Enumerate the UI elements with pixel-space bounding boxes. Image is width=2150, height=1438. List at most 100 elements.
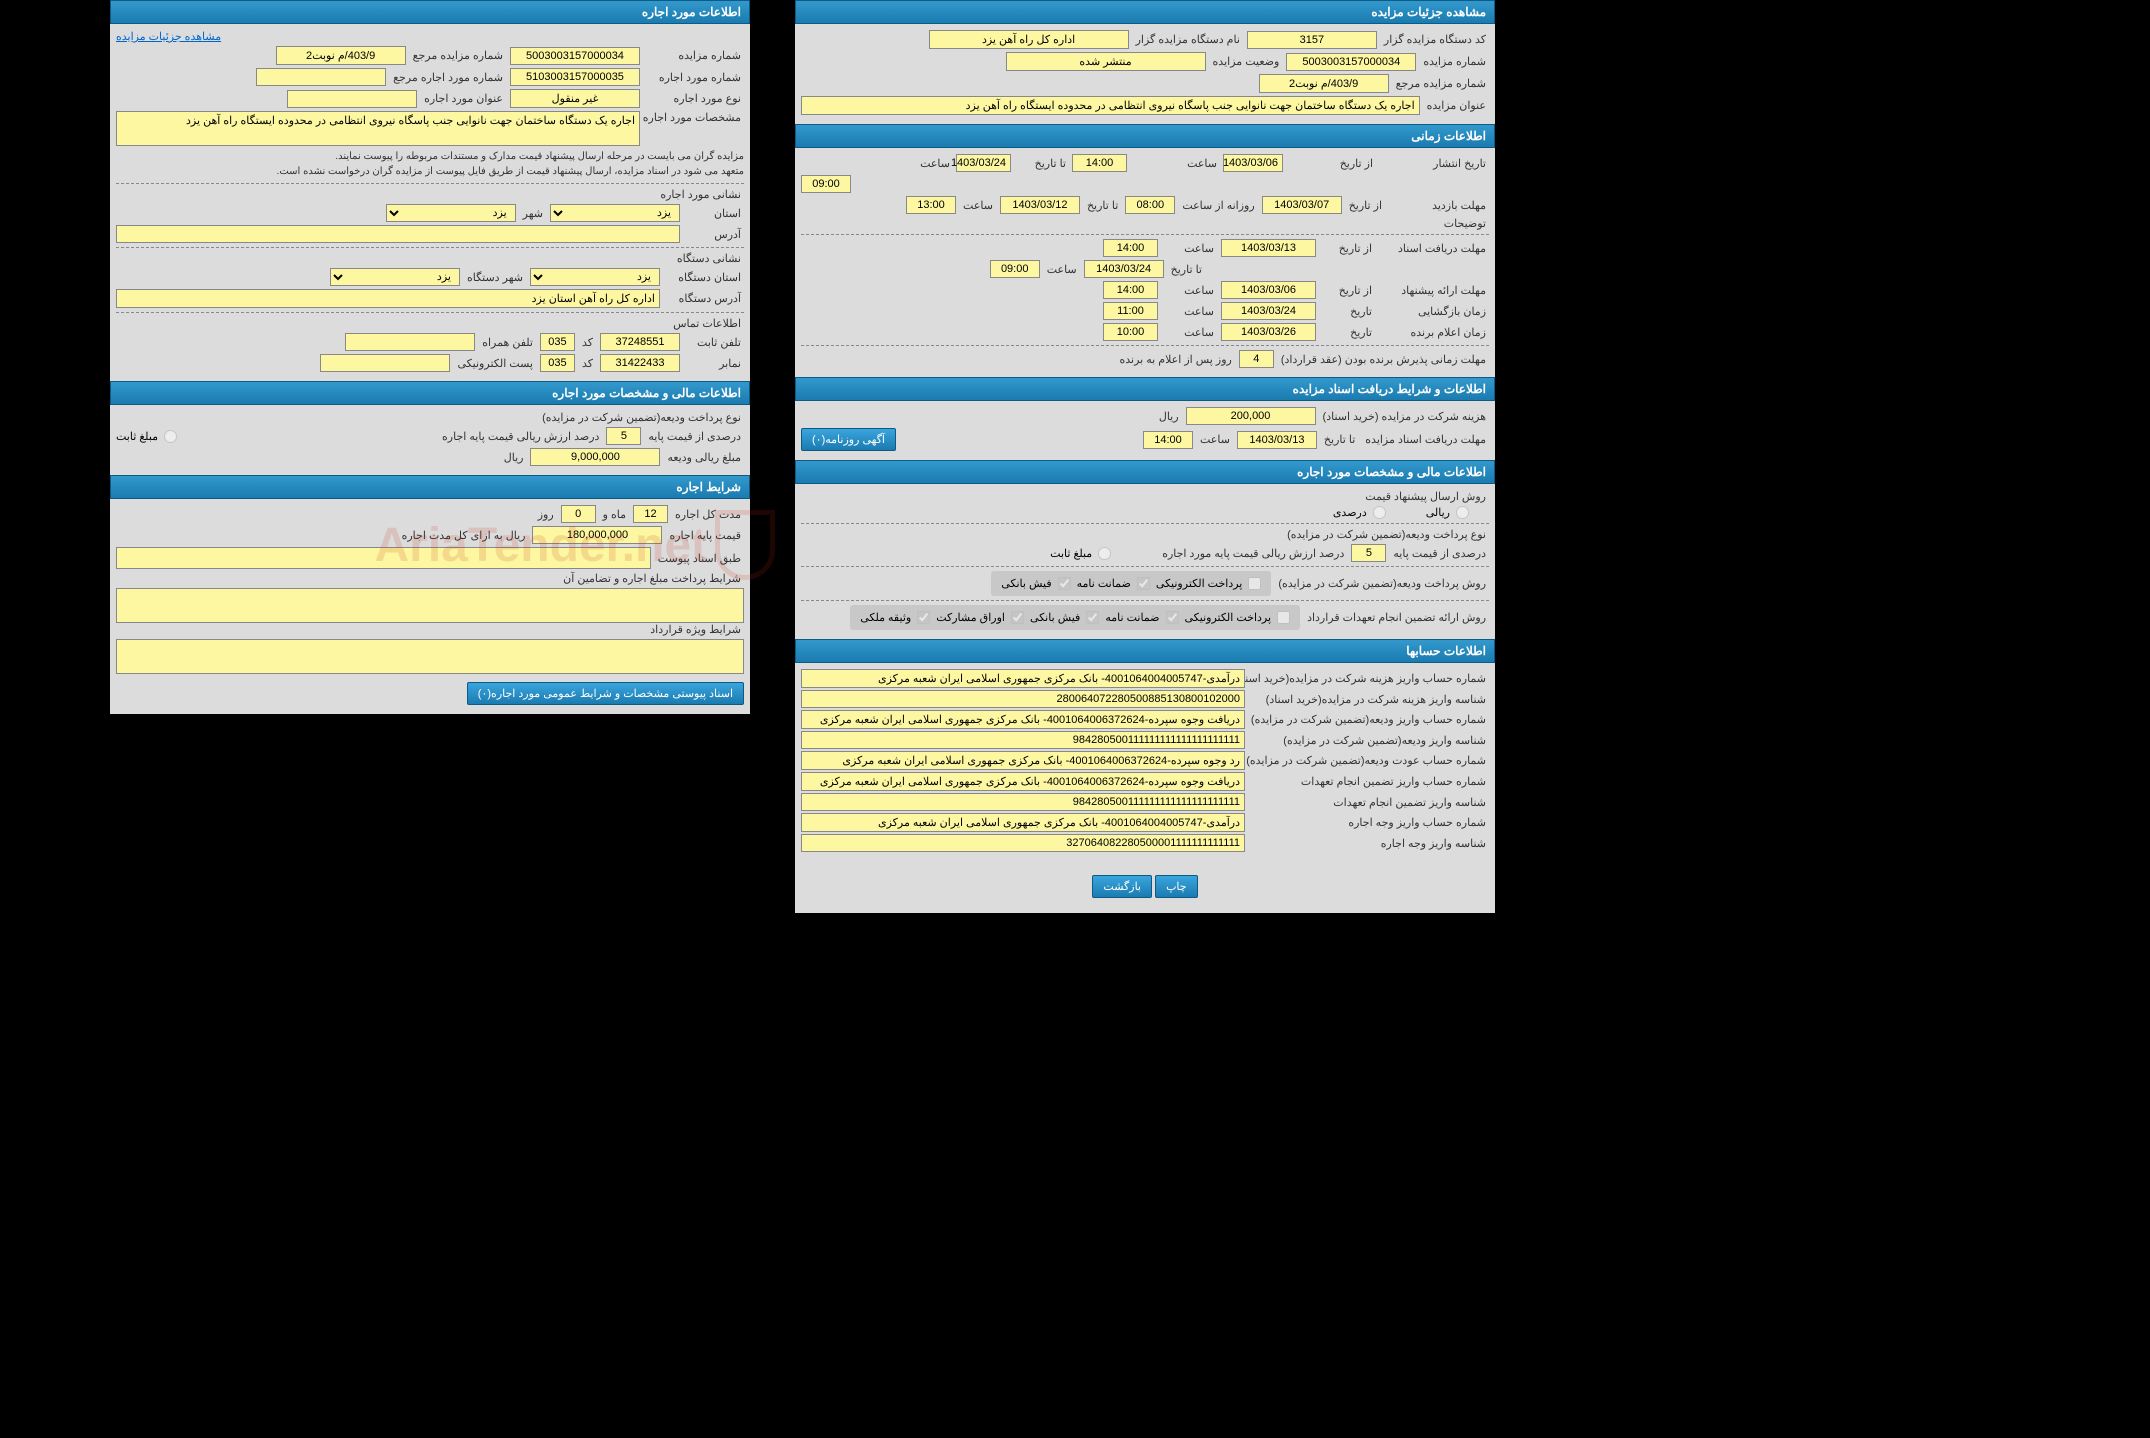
l-dev-address-label: آدرس دستگاه bbox=[664, 292, 744, 305]
sec2-body: تاریخ انتشار از تاریخ 1403/03/06 ساعت 14… bbox=[795, 148, 1495, 377]
hour-label-4: ساعت bbox=[1162, 242, 1217, 255]
pct-suffix2: درصد ارزش ریالی قیمت پایه مورد اجاره bbox=[1159, 547, 1347, 560]
method-label: روش ارسال پیشنهاد قیمت bbox=[1362, 490, 1489, 503]
g2-check[interactable] bbox=[1166, 611, 1179, 624]
sec5-header: اطلاعات حسابها bbox=[795, 639, 1495, 663]
to-label-2: تا تاریخ bbox=[1084, 199, 1121, 212]
l-days: 0 bbox=[561, 505, 596, 523]
a7-label: شناسه واریز تضمین انجام تعهدات bbox=[1249, 796, 1489, 809]
riyali-radio[interactable]: ریالی bbox=[1426, 506, 1469, 519]
details-link[interactable]: مشاهده جزئیات مزایده bbox=[116, 30, 221, 43]
a6-field: دریافت وجوه سپرده-4001064006372624- بانک… bbox=[801, 772, 1245, 791]
fee-label: هزینه شرکت در مزایده (خرید اسناد) bbox=[1320, 410, 1489, 423]
lsec3-header: شرایط اجاره bbox=[110, 475, 750, 499]
l-addr-label: نشانی مورد اجاره bbox=[657, 188, 744, 201]
docs-from: 1403/03/13 bbox=[1221, 239, 1316, 257]
l-address-label: آدرس bbox=[684, 228, 744, 241]
l-special bbox=[116, 639, 744, 674]
l-address bbox=[116, 225, 680, 243]
l-fixed-radio[interactable]: مبلغ ثابت bbox=[116, 430, 177, 443]
g3-check[interactable] bbox=[1086, 611, 1099, 624]
l-email-label: پست الکترونیکی bbox=[454, 357, 536, 370]
name-label: نام دستگاه مزایده گزار bbox=[1133, 33, 1243, 46]
winner-h: 10:00 bbox=[1103, 323, 1158, 341]
winner-date-label: تاریخ bbox=[1320, 326, 1375, 339]
l-fixed-label: مبلغ ثابت bbox=[116, 430, 158, 443]
to-label-1: تا تاریخ bbox=[1014, 157, 1069, 170]
pay-guarantee-check[interactable] bbox=[1137, 577, 1150, 590]
l-pct: 5 bbox=[606, 427, 641, 445]
l-province-select[interactable]: يزد bbox=[550, 204, 680, 222]
l-subject-ref-label: شماره مورد اجاره مرجع bbox=[390, 71, 506, 84]
sec2-header: اطلاعات زمانی bbox=[795, 124, 1495, 148]
hour-label-6: ساعت bbox=[1162, 284, 1217, 297]
visit-to: 1403/03/12 bbox=[1000, 196, 1080, 214]
l-auction-no: 5003003157000034 bbox=[510, 47, 640, 65]
l-payment-cond bbox=[116, 588, 744, 623]
accept-days: 4 bbox=[1239, 350, 1274, 368]
deadline-to-label: تا تاریخ bbox=[1321, 433, 1358, 446]
l-attach-label: طبق اسناد پیوست bbox=[655, 552, 744, 565]
hour-label-5: ساعت bbox=[1044, 263, 1080, 276]
percent-radio[interactable]: درصدی bbox=[1333, 506, 1386, 519]
news-button[interactable]: آگهی روزنامه(۰) bbox=[801, 428, 896, 451]
l-spec-text: اجاره یک دستگاه ساختمان جهت نانوایی جنب … bbox=[116, 111, 640, 146]
pay-fish-check[interactable] bbox=[1058, 577, 1071, 590]
sec3-header: اطلاعات و شرایط دریافت اسناد مزایده bbox=[795, 377, 1495, 401]
winner-label: زمان اعلام برنده bbox=[1379, 326, 1489, 339]
g1-label: پرداخت الکترونیکی bbox=[1185, 611, 1272, 624]
l-city-select[interactable]: يزد bbox=[386, 204, 516, 222]
print-button[interactable]: چاپ bbox=[1155, 875, 1198, 898]
l-type-label: نوع مورد اجاره bbox=[644, 92, 744, 105]
fee-field: 200,000 bbox=[1186, 407, 1316, 425]
g5-check[interactable] bbox=[917, 611, 930, 624]
pay-elec-check[interactable] bbox=[1248, 577, 1261, 590]
hour-label-3: ساعت bbox=[960, 199, 996, 212]
publish-label: تاریخ انتشار bbox=[1379, 157, 1489, 170]
l-dev-city-select[interactable]: يزد bbox=[330, 268, 460, 286]
hour-label-1: ساعت bbox=[1130, 157, 1220, 170]
note1: مزایده گران می بایست در مرحله ارسال پیشن… bbox=[116, 149, 744, 164]
open-date: 1403/03/24 bbox=[1221, 302, 1316, 320]
right-panel: مشاهده جزئیات مزایده کد دستگاه مزایده گز… bbox=[795, 0, 1495, 913]
riyali-label: ریالی bbox=[1426, 506, 1450, 519]
name-field: اداره کل راه آهن یزد bbox=[929, 30, 1129, 49]
l-subject-title bbox=[287, 90, 417, 108]
guarantee-label: روش ارائه تضمین انجام تعهدات قرارداد bbox=[1304, 611, 1489, 624]
auction-no-label: شماره مزایده bbox=[1420, 55, 1489, 68]
g4-check[interactable] bbox=[1011, 611, 1024, 624]
g1-check[interactable] bbox=[1277, 611, 1290, 624]
l-mobile-label: تلفن همراه bbox=[479, 336, 536, 349]
l-phone-code: 035 bbox=[540, 333, 575, 351]
visit-daily-from: 08:00 bbox=[1125, 196, 1175, 214]
open-date-label: تاریخ bbox=[1320, 305, 1375, 318]
l-attach bbox=[116, 547, 651, 569]
a8-label: شماره حساب واریز وجه اجاره bbox=[1249, 816, 1489, 829]
to-label-3: تا تاریخ bbox=[1168, 263, 1205, 276]
open-h: 11:00 bbox=[1103, 302, 1158, 320]
sec1-header: مشاهده جزئیات مزایده bbox=[795, 0, 1495, 24]
visit-daily-to: 13:00 bbox=[906, 196, 956, 214]
a5-label: شماره حساب عودت ودیعه(تضمین شرکت در مزای… bbox=[1249, 754, 1489, 767]
visit-label: مهلت بازدید bbox=[1389, 199, 1489, 212]
g2-label: ضمانت نامه bbox=[1105, 611, 1159, 624]
fixed-radio[interactable]: مبلغ ثابت bbox=[1050, 547, 1111, 560]
docs-to-h: 09:00 bbox=[990, 260, 1040, 278]
pay-guarantee-label: ضمانت نامه bbox=[1077, 577, 1131, 590]
l-dev-province-select[interactable]: يزد bbox=[530, 268, 660, 286]
pct-label2: درصدی از قیمت پایه bbox=[1390, 547, 1489, 560]
winner-date: 1403/03/26 bbox=[1221, 323, 1316, 341]
docs-button[interactable]: اسناد پیوستی مشخصات و شرایط عمومی مورد ا… bbox=[467, 682, 744, 705]
status-field: منتشر شده bbox=[1006, 52, 1206, 71]
g5-label: وثیقه ملکی bbox=[860, 611, 911, 624]
publish-to-h: 09:00 bbox=[801, 175, 851, 193]
docs-label: مهلت دریافت اسناد bbox=[1379, 242, 1489, 255]
back-button[interactable]: بازگشت bbox=[1092, 875, 1152, 898]
a9-field: 327064082280500001111111111111 bbox=[801, 834, 1245, 852]
code-field: 3157 bbox=[1247, 31, 1377, 49]
pay-fish-label: فیش بانکی bbox=[1001, 577, 1051, 590]
sec4-body: روش ارسال پیشنهاد قیمت ریالی درصدی نوع پ… bbox=[795, 484, 1495, 639]
a1-field: درآمدی-4001064004005747- بانک مرکزی جمهو… bbox=[801, 669, 1245, 688]
l-subject-title-label: عنوان مورد اجاره bbox=[421, 92, 506, 105]
l-type: غیر منقول bbox=[510, 89, 640, 108]
